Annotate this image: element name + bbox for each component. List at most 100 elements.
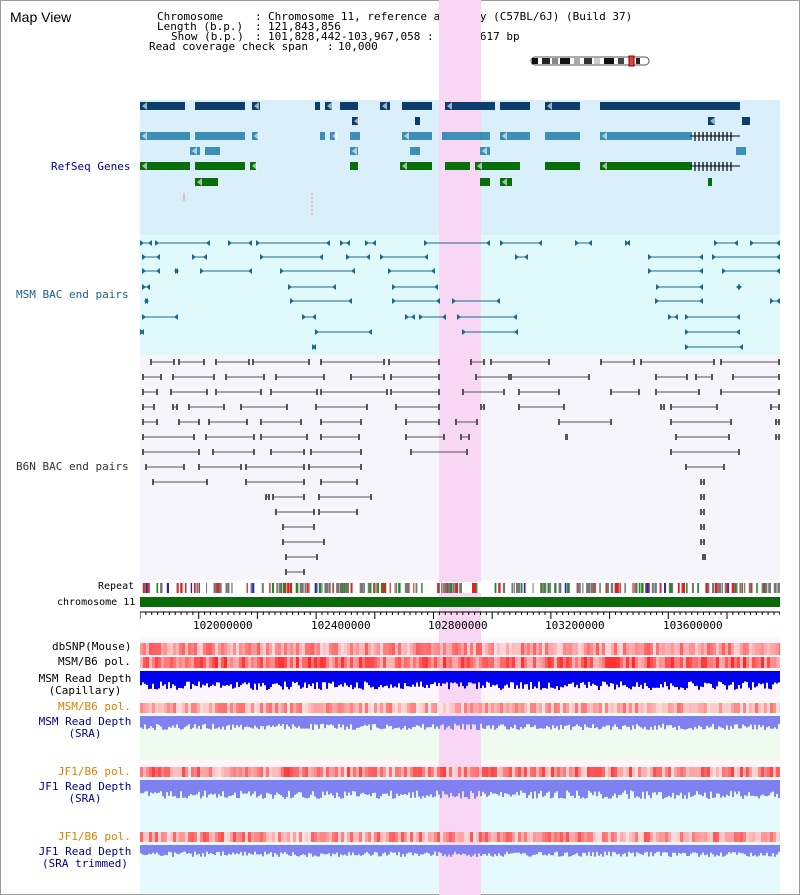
jf1-depth-trim-bar <box>590 845 592 857</box>
jf1-b6-pol-heat-cell <box>533 767 536 777</box>
b6n-bac-end <box>685 464 687 470</box>
jf1-b6-pol-heat-cell <box>434 767 437 777</box>
dbsnp-heat-cell <box>152 643 155 655</box>
jf1-b6-pol-heat-cell <box>239 767 242 777</box>
jf1-depth-sra-bar <box>278 780 280 795</box>
msm-depth-sra-bar <box>370 716 372 730</box>
track-label-jf1-b6-pol-2[interactable]: JF1/B6 pol. <box>58 830 131 843</box>
jf1-depth-trim-bar <box>530 845 532 857</box>
msm-depth-cap-bar <box>596 671 598 686</box>
jf1-b6-pol-2-heat-cell <box>317 832 320 842</box>
msm-depth-sra-bar <box>254 716 256 726</box>
dbsnp-heat-cell <box>218 643 221 655</box>
msm-depth-cap-bar <box>446 671 448 683</box>
track-label-refseq[interactable]: RefSeq Genes <box>51 160 131 173</box>
msm-depth-cap-bar <box>484 671 486 688</box>
msm-b6-pol-2-heat-cell <box>650 703 653 713</box>
jf1-depth-trim-bar <box>296 845 298 856</box>
jf1-depth-trim-bar <box>162 845 164 856</box>
msm-depth-cap-bar <box>698 671 700 690</box>
dbsnp-heat-cell <box>686 643 689 655</box>
jf1-b6-pol-2-heat-cell <box>395 832 398 842</box>
msm-depth-cap-bar <box>234 671 236 688</box>
jf1-depth-trim-bar <box>284 845 286 853</box>
jf1-depth-trim-bar <box>612 845 614 852</box>
track-label-jf1-depth-trim[interactable]: JF1 Read Depth (SRA trimmed) <box>35 846 135 870</box>
jf1-b6-pol-heat-cell <box>215 767 218 777</box>
jf1-depth-trim-bar <box>350 845 352 856</box>
jf1-depth-sra-bar <box>206 780 208 798</box>
track-label-repeat[interactable]: Repeat <box>98 581 135 592</box>
msm-depth-sra-bar <box>528 716 530 725</box>
msm-b6-pol-2-heat-cell <box>677 703 680 713</box>
b6n-bac-end <box>778 419 780 425</box>
jf1-depth-sra-bar <box>494 780 496 794</box>
jf1-b6-pol-heat-cell <box>623 767 626 777</box>
track-label-b6n-bac[interactable]: B6N BAC end pairs <box>16 460 129 473</box>
jf1-b6-pol-heat-cell <box>299 767 302 777</box>
repeat-element <box>739 583 742 593</box>
dbsnp-heat-cell <box>530 643 533 655</box>
msm-depth-cap-bar <box>480 671 482 689</box>
repeat-element <box>395 583 398 593</box>
msm-b6-pol-heat-cell <box>476 657 479 668</box>
msm-depth-sra-bar <box>604 716 606 727</box>
track-label-msm-bac[interactable]: MSM BAC end pairs <box>16 288 129 301</box>
jf1-b6-pol-heat-cell <box>611 767 614 777</box>
track-label-msm-depth-cap[interactable]: MSM Read Depth (Capillary) <box>35 673 135 697</box>
msm-depth-cap-bar <box>140 671 142 686</box>
msm-depth-cap-bar <box>646 671 648 687</box>
msm-depth-cap-bar <box>692 671 694 684</box>
msm-depth-sra-bar <box>310 716 312 724</box>
genome-track-area[interactable] <box>140 0 780 895</box>
jf1-b6-pol-heat-cell <box>386 767 389 777</box>
repeat-element <box>691 583 694 593</box>
jf1-b6-pol-2-heat-cell <box>443 832 446 842</box>
track-label-jf1-depth-sra[interactable]: JF1 Read Depth (SRA) <box>35 781 135 805</box>
repeat-element <box>198 583 200 593</box>
msm-depth-cap-bar <box>176 671 178 690</box>
b6n-bac-end <box>142 419 144 425</box>
msm-b6-pol-heat-cell <box>461 657 464 668</box>
repeat-element <box>498 583 501 593</box>
jf1-b6-pol-2-heat-cell <box>431 832 434 842</box>
msm-b6-pol-heat-cell <box>635 657 638 668</box>
jf1-depth-sra-bar <box>420 780 422 799</box>
track-label-jf1-b6-pol-1[interactable]: JF1/B6 pol. <box>58 765 131 778</box>
jf1-depth-trim-bar <box>456 845 458 855</box>
repeat-element <box>634 583 637 593</box>
msm-b6-pol-heat-cell <box>296 657 299 668</box>
b6n-bac-end <box>703 494 705 500</box>
repeat-element <box>762 583 765 593</box>
gene-exon <box>475 162 520 170</box>
jf1-b6-pol-2-heat-cell <box>746 832 749 842</box>
jf1-depth-trim-bar <box>202 845 204 854</box>
msm-depth-sra-bar <box>386 716 388 725</box>
jf1-b6-pol-2-heat-cell <box>197 832 200 842</box>
jf1-depth-trim-bar <box>348 845 350 853</box>
jf1-depth-trim-bar <box>390 845 392 852</box>
jf1-depth-sra-bar <box>412 780 414 793</box>
msm-bac-end <box>776 298 780 304</box>
track-label-msm-b6-pol-2[interactable]: MSM/B6 pol. <box>58 700 131 713</box>
b6n-bac-end <box>260 419 262 425</box>
track-label-dbsnp[interactable]: dbSNP(Mouse) <box>52 640 132 653</box>
msm-depth-cap-bar <box>296 671 298 683</box>
msm-depth-sra-bar <box>444 716 446 730</box>
jf1-depth-sra-bar <box>218 780 220 795</box>
track-label-msm-depth-sra[interactable]: MSM Read Depth (SRA) <box>35 716 135 740</box>
jf1-b6-pol-heat-cell <box>677 767 680 777</box>
jf1-b6-pol-heat-cell <box>380 767 383 777</box>
jf1-b6-pol-2-heat-cell <box>341 832 344 842</box>
jf1-depth-trim-bar <box>412 845 414 856</box>
msm-depth-sra-bar <box>292 716 294 725</box>
jf1-depth-trim-bar <box>148 845 150 854</box>
track-label-chromosome[interactable]: chromosome 11 <box>57 597 136 608</box>
msm-depth-sra-bar <box>322 716 324 724</box>
track-label-msm-b6-pol-1[interactable]: MSM/B6 pol. <box>58 655 131 668</box>
chromosome-ideogram[interactable] <box>530 52 652 67</box>
jf1-depth-sra-bar <box>264 780 266 798</box>
b6n-bac-end <box>356 479 358 485</box>
jf1-b6-pol-2-heat-cell <box>236 832 239 842</box>
msm-depth-sra-bar <box>754 716 756 725</box>
